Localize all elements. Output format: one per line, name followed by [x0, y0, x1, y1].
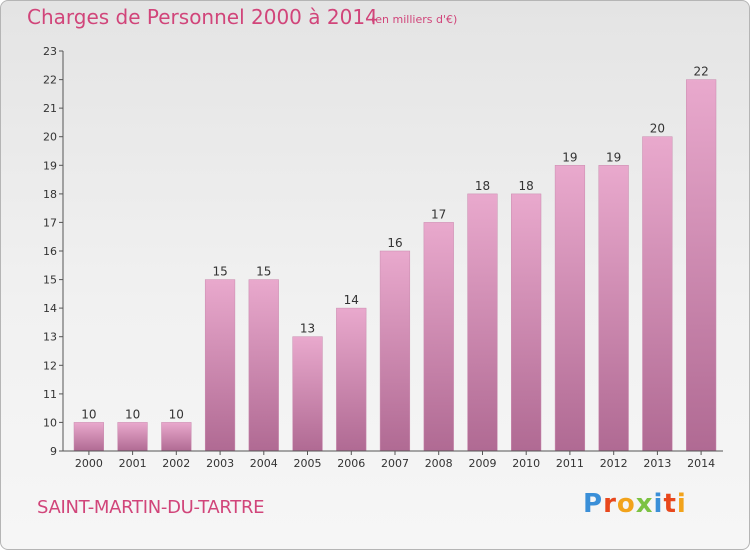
- data-label-2008: 17: [431, 207, 446, 221]
- city-name: SAINT-MARTIN-DU-TARTRE: [37, 497, 265, 518]
- bar-2005: [292, 336, 323, 452]
- x-tick-label-2012: 2012: [600, 457, 628, 470]
- bar-2006: [336, 307, 367, 452]
- x-tick-label-2001: 2001: [119, 457, 147, 470]
- x-tick-label-2000: 2000: [75, 457, 103, 470]
- bar-2010: [511, 193, 542, 452]
- y-tick-label-16: 16: [43, 245, 57, 258]
- y-tick-label-14: 14: [43, 302, 57, 315]
- y-tick-label-12: 12: [43, 359, 57, 372]
- data-label-2012: 19: [606, 150, 621, 164]
- data-label-2001: 10: [125, 407, 140, 421]
- data-label-2007: 16: [387, 236, 402, 250]
- x-tick-label-2010: 2010: [512, 457, 540, 470]
- bar-2013: [642, 136, 673, 452]
- x-tick-label-2006: 2006: [337, 457, 365, 470]
- x-tick-label-2005: 2005: [294, 457, 322, 470]
- y-tick-label-10: 10: [43, 416, 57, 429]
- data-label-2010: 18: [519, 179, 534, 193]
- bar-2000: [73, 422, 104, 452]
- logo-letter: x: [635, 489, 654, 519]
- y-tick-label-20: 20: [43, 131, 57, 144]
- data-label-2002: 10: [169, 407, 184, 421]
- logo-letter: o: [616, 489, 636, 519]
- x-tick-label-2009: 2009: [469, 457, 497, 470]
- x-tick-label-2002: 2002: [162, 457, 190, 470]
- logo-letter: P: [583, 489, 604, 519]
- x-tick-label-2014: 2014: [687, 457, 715, 470]
- x-tick-label-2008: 2008: [425, 457, 453, 470]
- data-label-2006: 14: [344, 293, 359, 307]
- y-tick-label-18: 18: [43, 188, 57, 201]
- y-tick-label-17: 17: [43, 216, 57, 229]
- y-tick-label-23: 23: [43, 45, 57, 58]
- chart-title: Charges de Personnel 2000 à 2014: [27, 5, 378, 29]
- y-tick-label-13: 13: [43, 331, 57, 344]
- data-label-2004: 15: [256, 265, 271, 279]
- data-label-2005: 13: [300, 322, 315, 336]
- data-label-2014: 22: [693, 65, 708, 79]
- x-tick-label-2004: 2004: [250, 457, 278, 470]
- x-tick-label-2011: 2011: [556, 457, 584, 470]
- data-label-2013: 20: [650, 122, 665, 136]
- bar-2008: [423, 222, 454, 452]
- y-tick-label-9: 9: [50, 445, 57, 458]
- bar-2001: [117, 422, 148, 452]
- x-tick-label-2003: 2003: [206, 457, 234, 470]
- bar-2004: [248, 279, 279, 452]
- bar-2012: [598, 165, 629, 452]
- data-label-2003: 15: [212, 265, 227, 279]
- y-tick-label-19: 19: [43, 159, 57, 172]
- data-label-2009: 18: [475, 179, 490, 193]
- bar-2014: [686, 79, 717, 452]
- data-label-2000: 10: [81, 407, 96, 421]
- bar-2002: [161, 422, 192, 452]
- logo-letter: r: [603, 489, 617, 519]
- y-tick-label-22: 22: [43, 74, 57, 87]
- logo-letter: i: [676, 489, 687, 519]
- bar-2003: [204, 279, 236, 452]
- chart-subtitle: (en milliers d'€): [371, 13, 458, 26]
- y-tick-label-21: 21: [43, 102, 57, 115]
- x-tick-label-2013: 2013: [643, 457, 671, 470]
- y-tick-label-11: 11: [43, 388, 57, 401]
- bar-2009: [467, 193, 498, 452]
- logo-letter: t: [663, 489, 677, 519]
- x-tick-label-2007: 2007: [381, 457, 409, 470]
- data-label-2011: 19: [562, 150, 577, 164]
- logo-letter: i: [653, 489, 664, 519]
- bar-2007: [379, 250, 411, 452]
- proxiti-logo: Proxiti: [583, 489, 687, 519]
- y-tick-label-15: 15: [43, 274, 57, 287]
- bar-2011: [554, 165, 586, 452]
